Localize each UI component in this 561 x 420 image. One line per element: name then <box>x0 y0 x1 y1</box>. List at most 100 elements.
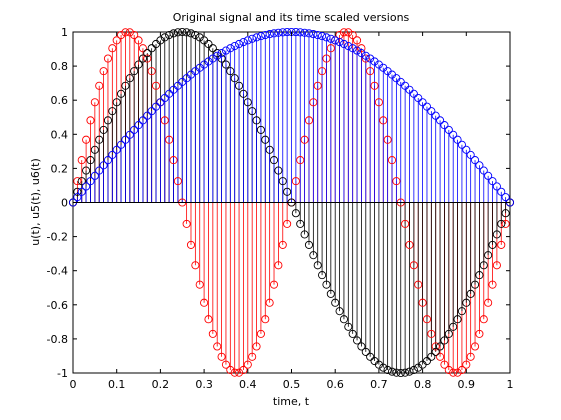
stem-marker <box>304 29 314 38</box>
stem-marker <box>77 156 86 165</box>
stem-marker <box>300 135 309 144</box>
x-tick-label: 0.3 <box>195 378 213 391</box>
stem-marker <box>143 54 152 63</box>
stem-marker <box>457 140 466 149</box>
stem-marker <box>326 289 335 298</box>
stem-marker <box>436 116 445 125</box>
stem-marker <box>256 125 265 134</box>
stem-marker <box>239 89 248 98</box>
y-tick-label: 0.4 <box>51 128 69 141</box>
stem-marker <box>449 130 458 139</box>
stem-marker <box>235 81 244 90</box>
stem-marker <box>86 156 95 165</box>
stem-marker <box>125 130 134 139</box>
stem-marker <box>235 368 244 377</box>
stem-marker <box>156 36 165 45</box>
stem-marker <box>103 156 113 165</box>
stem-marker <box>77 187 86 196</box>
stem-marker <box>436 352 445 361</box>
stem-marker <box>208 329 217 338</box>
stem-marker <box>256 32 265 41</box>
stem-marker <box>261 30 270 40</box>
stem-marker <box>73 193 82 202</box>
stem-marker <box>138 44 147 53</box>
stem-marker <box>226 67 235 76</box>
stem-marker <box>466 352 475 361</box>
x-axis-label: time, t <box>273 395 310 408</box>
stem-marker <box>352 46 362 55</box>
stem-marker <box>95 135 104 144</box>
stem-marker <box>422 102 432 111</box>
stem-marker <box>422 315 432 324</box>
stem-marker <box>117 30 126 40</box>
stem-marker <box>436 342 445 351</box>
stem-marker <box>77 177 86 186</box>
stem-marker <box>274 261 283 270</box>
y-tick-label: 0.6 <box>51 94 69 107</box>
stem-marker <box>322 280 331 289</box>
stem-marker <box>318 271 327 280</box>
stem-marker <box>130 67 139 76</box>
stem-marker <box>265 145 274 154</box>
stem-marker <box>269 280 279 289</box>
stem-marker <box>226 44 235 53</box>
stem-marker <box>112 145 121 154</box>
stem-marker <box>492 182 501 191</box>
stem-marker <box>392 368 401 377</box>
stem-marker <box>401 368 410 377</box>
stem-marker <box>479 261 488 270</box>
stem-marker <box>221 60 230 69</box>
stem-marker <box>90 98 99 107</box>
stem-marker <box>422 356 432 366</box>
stem-marker <box>130 125 139 134</box>
stem-marker <box>112 36 121 45</box>
stem-marker <box>475 329 484 338</box>
x-tick-label: 0.7 <box>370 378 388 391</box>
stem-marker <box>182 219 191 228</box>
stem-marker <box>453 315 462 324</box>
stem-marker <box>488 240 497 249</box>
stem-marker <box>497 240 506 249</box>
stem-marker <box>501 219 510 228</box>
stem-marker <box>274 166 283 175</box>
stem-marker <box>374 360 383 369</box>
stem-marker <box>291 177 300 186</box>
stem-marker <box>243 98 252 107</box>
stem-marker <box>165 135 174 144</box>
stem-marker <box>208 54 217 63</box>
stem-marker <box>361 54 370 63</box>
stem-marker <box>427 107 436 116</box>
y-tick-label: 0 <box>61 197 68 210</box>
stem-marker <box>125 74 134 83</box>
stem-marker <box>117 89 126 98</box>
stem-marker <box>462 145 471 154</box>
stem-marker <box>283 187 292 196</box>
stem-marker <box>165 89 174 98</box>
stem-marker <box>405 240 414 249</box>
stem-marker <box>204 57 213 66</box>
stem-marker <box>278 240 287 249</box>
stem-marker <box>182 28 191 37</box>
stem-marker <box>90 145 99 154</box>
stem-marker <box>291 209 300 218</box>
stem-marker <box>108 107 117 116</box>
stem-marker <box>191 261 200 270</box>
stem-marker <box>99 161 108 170</box>
stem-marker <box>431 111 440 120</box>
stem-marker <box>134 36 143 45</box>
stem-marker <box>221 360 230 369</box>
stem-marker <box>475 161 484 170</box>
x-tick-label: 0.2 <box>152 378 170 391</box>
stem-marker <box>256 329 265 338</box>
stem-marker <box>108 150 117 159</box>
stem-marker <box>462 298 471 307</box>
stem-marker <box>239 38 248 47</box>
stem-marker <box>160 116 169 125</box>
stem-marker <box>169 29 178 38</box>
series-red-markers <box>68 28 515 377</box>
stem-marker <box>387 367 397 376</box>
stem-marker <box>440 121 449 130</box>
x-tick-label: 0.4 <box>239 378 257 391</box>
stem-marker <box>352 336 362 345</box>
y-tick-label: 1 <box>61 26 68 39</box>
